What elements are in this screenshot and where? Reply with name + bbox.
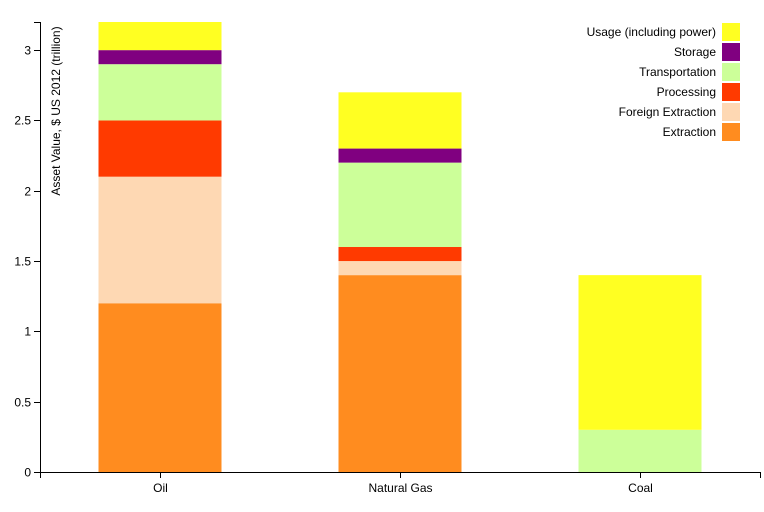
legend: Usage (including power) Storage Transporta… <box>587 23 740 141</box>
bar-segment-oil-storage <box>98 50 222 65</box>
y-tick-label: 0 <box>24 466 31 480</box>
bar-segment-oil-foreign-extraction <box>98 176 222 304</box>
legend-swatch <box>722 63 740 81</box>
bar-segment-oil-extraction <box>98 303 222 472</box>
y-axis-line <box>34 22 41 473</box>
y-tick-label: 1 <box>24 325 31 339</box>
bar-segment-natural-gas-extraction <box>338 275 462 473</box>
bars-layer <box>98 22 702 473</box>
legend-swatch <box>722 23 740 41</box>
bar-segment-oil-processing <box>98 120 222 177</box>
legend-label: Foreign Extraction <box>619 105 716 119</box>
legend-swatch <box>722 43 740 61</box>
x-tick-label: Natural Gas <box>368 481 432 495</box>
legend-label: Usage (including power) <box>587 25 716 39</box>
y-tick-label: 1.5 <box>14 255 31 269</box>
legend-swatch <box>722 103 740 121</box>
bar-segment-natural-gas-processing <box>338 247 462 262</box>
bar-segment-coal-transportation <box>578 429 702 472</box>
bar-segment-natural-gas-storage <box>338 148 462 163</box>
legend-label: Transportation <box>639 65 716 79</box>
y-tick-label: 3 <box>24 44 31 58</box>
bar-segment-natural-gas-transportation <box>338 162 462 248</box>
x-tick-label: Coal <box>628 481 653 495</box>
x-axis: Oil Natural Gas Coal <box>40 472 761 495</box>
legend-swatch <box>722 123 740 141</box>
y-tick-label: 2 <box>24 185 31 199</box>
legend-label: Extraction <box>663 125 716 139</box>
y-tick-label: 0.5 <box>14 396 31 410</box>
x-tick-label: Oil <box>153 481 168 495</box>
y-axis: 0 0.5 1 1.5 2 2.5 3 <box>14 22 41 480</box>
y-axis-label: Asset Value, $ US 2012 (trillion) <box>49 26 63 195</box>
legend-swatch <box>722 83 740 101</box>
bar-segment-oil-transportation <box>98 64 222 121</box>
legend-label: Processing <box>657 85 716 99</box>
y-tick-label: 2.5 <box>14 114 31 128</box>
bar-segment-natural-gas-usage-including-power <box>338 92 462 149</box>
legend-label: Storage <box>674 45 716 59</box>
bar-segment-coal-usage-including-power <box>578 275 702 430</box>
bar-segment-oil-usage-including-power <box>98 22 222 51</box>
bar-segment-natural-gas-foreign-extraction <box>338 261 462 276</box>
